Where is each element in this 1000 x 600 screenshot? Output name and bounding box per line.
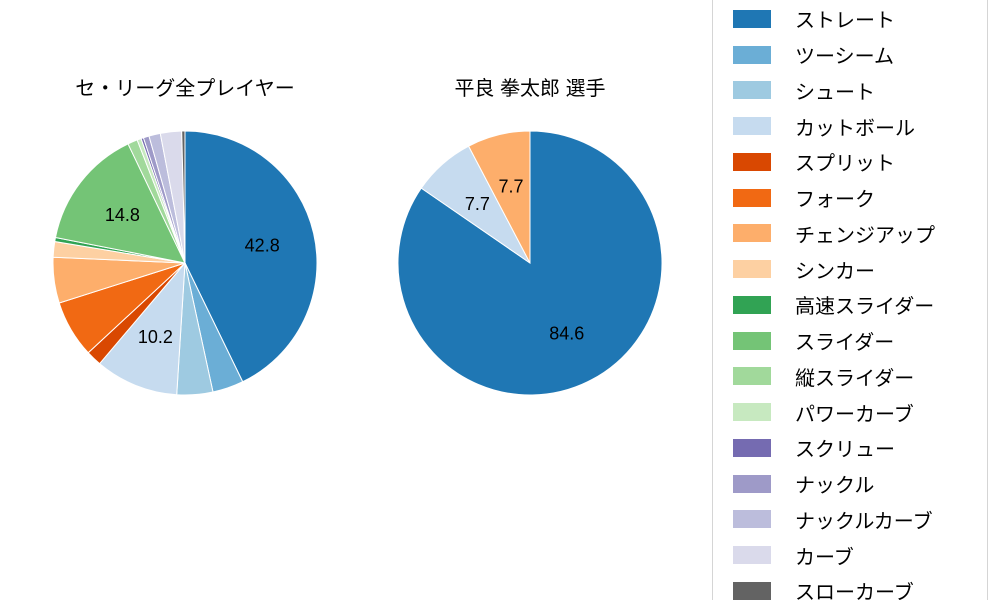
legend-color-swatch bbox=[733, 9, 771, 28]
legend-color-swatch bbox=[733, 260, 771, 279]
legend-item-label: カットボール bbox=[795, 117, 915, 140]
legend-item-label: フォーク bbox=[795, 189, 875, 212]
legend-color-swatch bbox=[733, 45, 771, 64]
legend-item: スクリュー bbox=[733, 430, 987, 466]
legend-item: パワーカーブ bbox=[733, 394, 987, 430]
legend-item: カーブ bbox=[733, 537, 987, 573]
legend-item-label: スライダー bbox=[795, 332, 895, 355]
legend-color-swatch bbox=[733, 81, 771, 100]
pie-pct-label: 7.7 bbox=[465, 194, 490, 214]
legend-item: ナックルカーブ bbox=[733, 502, 987, 538]
pie-slice-スライダー bbox=[54, 143, 186, 264]
legend-color-swatch bbox=[733, 474, 771, 493]
legend-color-swatch bbox=[733, 188, 771, 207]
legend-item: カットボール bbox=[733, 108, 987, 144]
legend: ストレートツーシームシュートカットボール スプリットフォークチェンジアップ シンカー… bbox=[712, 0, 988, 600]
legend-item-label: スローカーブ bbox=[795, 582, 914, 600]
pie-slice-ストレート bbox=[184, 130, 318, 383]
pie-slice-カットボール bbox=[98, 261, 186, 396]
legend-item: チェンジアップ bbox=[733, 216, 987, 252]
chart-title-left: セ・リーグ全プレイヤー bbox=[75, 78, 295, 100]
legend-item-label: ナックル bbox=[795, 475, 875, 498]
pie-slice-チェンジアップ bbox=[467, 130, 531, 264]
legend-item-label: シンカー bbox=[795, 260, 875, 283]
legend-item: フォーク bbox=[733, 180, 987, 216]
legend-item: スローカーブ bbox=[733, 573, 987, 600]
pie-chart-right: 84.6 7.7 7.7 bbox=[397, 130, 663, 396]
legend-item-label: ストレート bbox=[795, 10, 895, 33]
pie-chart-left: 42.8 10.2 14.8 bbox=[52, 130, 318, 396]
legend-item-label: 縦スライダー bbox=[795, 367, 915, 390]
pie-pct-label: 42.8 bbox=[245, 236, 280, 256]
chart-title-right: 平良 拳太郎 選手 bbox=[454, 78, 606, 100]
legend-item-label: ツーシーム bbox=[795, 46, 894, 69]
legend-item-label: スクリュー bbox=[795, 439, 895, 462]
legend-item: スプリット bbox=[733, 144, 987, 180]
legend-color-swatch bbox=[733, 331, 771, 350]
legend-item-label: シュート bbox=[795, 81, 875, 104]
legend-item-label: パワーカーブ bbox=[795, 403, 914, 426]
legend-color-swatch bbox=[733, 295, 771, 314]
legend-color-swatch bbox=[733, 367, 771, 386]
legend-item-label: 高速スライダー bbox=[795, 296, 935, 319]
legend-item-label: スプリット bbox=[795, 153, 895, 176]
legend-color-swatch bbox=[733, 510, 771, 529]
legend-item: 縦スライダー bbox=[733, 359, 987, 395]
legend-item: シュート bbox=[733, 73, 987, 109]
legend-item: ナックル bbox=[733, 466, 987, 502]
legend-color-swatch bbox=[733, 546, 771, 565]
legend-item: 高速スライダー bbox=[733, 287, 987, 323]
legend-item-label: チェンジアップ bbox=[795, 224, 935, 247]
pie-pct-label: 14.8 bbox=[105, 205, 140, 225]
legend-item: シンカー bbox=[733, 251, 987, 287]
legend-item: ツーシーム bbox=[733, 37, 987, 73]
legend-item: ストレート bbox=[733, 1, 987, 37]
pie-pct-label: 84.6 bbox=[549, 323, 584, 343]
legend-item-label: カーブ bbox=[795, 546, 854, 569]
legend-color-swatch bbox=[733, 224, 771, 243]
legend-color-swatch bbox=[733, 403, 771, 422]
legend-item-label: ナックルカーブ bbox=[795, 510, 933, 533]
legend-color-swatch bbox=[733, 438, 771, 457]
legend-color-swatch bbox=[733, 117, 771, 136]
pie-pct-label: 10.2 bbox=[138, 327, 173, 347]
legend-color-swatch bbox=[733, 581, 771, 600]
legend-item: スライダー bbox=[733, 323, 987, 359]
pie-slice-スローカーブ bbox=[181, 130, 186, 264]
pie-pct-label: 7.7 bbox=[498, 176, 523, 196]
legend-color-swatch bbox=[733, 152, 771, 171]
